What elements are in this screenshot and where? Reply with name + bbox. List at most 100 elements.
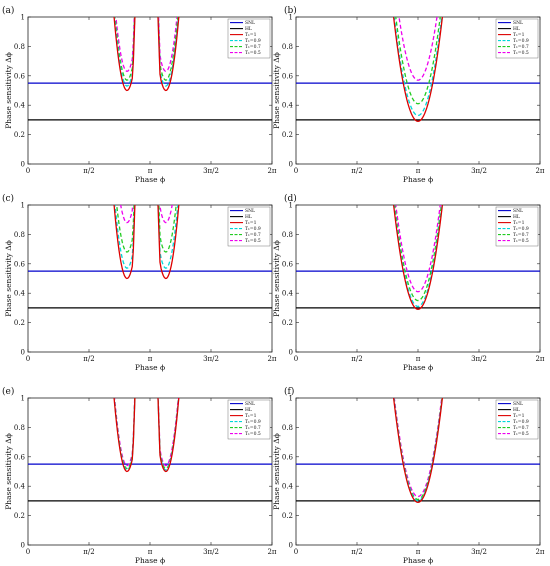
panel-label: (e) — [2, 386, 14, 397]
legend-entry: T₁=1 — [513, 32, 525, 38]
y-tick-label: 0.6 — [14, 260, 26, 268]
y-tick-label: 0.6 — [14, 72, 26, 80]
chart-panel-e: 0 0.2 0.4 0.6 0.8 1 0 π/2 π 3π/2 2π Phase ϕ Phase se… — [2, 386, 277, 565]
y-tick-label: 0.4 — [14, 290, 26, 298]
y-tick-label: 0.6 — [282, 260, 294, 268]
y-axis-label: Phase sensitivity Δϕ — [4, 52, 13, 129]
y-tick-label: 0.8 — [282, 424, 293, 432]
x-tick-label: 2π — [535, 167, 544, 175]
legend-box — [227, 399, 271, 440]
legend-entry: T₁=0.7 — [513, 44, 529, 50]
y-tick-label: 0.2 — [282, 512, 293, 520]
legend-entry: T₁=1 — [245, 220, 257, 226]
panel-label: (f) — [284, 386, 294, 397]
series-line — [395, 205, 441, 293]
legend-entry: SNL — [513, 20, 523, 26]
x-axis-label: Phase ϕ — [403, 556, 433, 565]
y-tick-label: 0.8 — [14, 43, 25, 51]
plot-area — [296, 17, 540, 123]
x-tick-label: 0 — [294, 548, 298, 556]
x-axis-label: Phase ϕ — [403, 175, 433, 184]
legend-entry: T₁=0.5 — [245, 431, 261, 437]
legend-entry: T₁=0.5 — [245, 50, 261, 56]
x-tick-label: 3π/2 — [203, 548, 219, 556]
legend-entry: SNL — [513, 208, 523, 214]
legend-entry: SNL — [513, 401, 523, 407]
x-tick-label: π/2 — [351, 167, 362, 175]
x-tick-label: 0 — [294, 355, 298, 363]
x-tick-label: 2π — [535, 548, 544, 556]
x-axis-label: Phase ϕ — [135, 556, 165, 565]
y-tick-label: 0.2 — [14, 512, 25, 520]
x-axis-label: Phase ϕ — [403, 363, 433, 372]
y-tick-label: 0 — [289, 161, 293, 169]
x-tick-label: π/2 — [351, 355, 362, 363]
legend-entry: T₁=0.5 — [513, 50, 529, 56]
chart-panel-a: 0 0.2 0.4 0.6 0.8 1 0 π/2 π 3π/2 2π Phase ϕ Phase se… — [2, 5, 277, 184]
series-line — [394, 205, 442, 302]
legend-box — [227, 206, 271, 247]
series-line — [392, 205, 444, 311]
x-tick-label: π — [148, 167, 153, 175]
legend-entry: HL — [513, 214, 520, 220]
y-tick-label: 1 — [21, 14, 25, 22]
x-tick-label: 2π — [267, 167, 276, 175]
y-axis-label: Phase sensitivity Δϕ — [272, 240, 281, 317]
y-tick-label: 0.4 — [14, 483, 26, 491]
y-tick-label: 0.6 — [282, 453, 294, 461]
legend-entry: SNL — [245, 401, 255, 407]
legend-entry: T₁=0.9 — [513, 38, 529, 44]
legend-entry: T₁=1 — [513, 413, 525, 419]
legend-entry: T₁=1 — [245, 32, 257, 38]
y-tick-label: 0 — [289, 349, 293, 357]
legend-entry: T₁=0.5 — [513, 431, 529, 437]
legend-entry: HL — [513, 407, 520, 413]
legend-entry: T₁=0.7 — [513, 232, 529, 238]
y-tick-label: 0.4 — [282, 483, 294, 491]
legend-entry: HL — [245, 407, 252, 413]
y-tick-label: 0.2 — [14, 319, 25, 327]
x-tick-label: π — [416, 548, 421, 556]
y-tick-label: 0.6 — [282, 72, 294, 80]
series-line — [392, 17, 444, 123]
series-line — [393, 205, 443, 308]
legend-box — [495, 399, 539, 440]
series-line — [395, 17, 441, 105]
y-tick-label: 0.8 — [282, 231, 293, 239]
legend-entry: HL — [245, 214, 252, 220]
y-axis-label: Phase sensitivity Δϕ — [4, 240, 13, 317]
y-tick-label: 0.4 — [14, 102, 26, 110]
x-tick-label: π — [416, 167, 421, 175]
panel-label: (a) — [2, 5, 14, 16]
y-tick-label: 0.6 — [14, 453, 26, 461]
legend-entry: T₁=0.9 — [513, 419, 529, 425]
chart-panel-c: 0 0.2 0.4 0.6 0.8 1 0 π/2 π 3π/2 2π Phase ϕ Phase se… — [2, 193, 277, 372]
y-tick-label: 0 — [21, 542, 25, 550]
plot-area — [28, 17, 272, 121]
x-tick-label: 3π/2 — [471, 167, 487, 175]
x-tick-label: 3π/2 — [471, 548, 487, 556]
x-tick-label: 2π — [535, 355, 544, 363]
y-axis-label: Phase sensitivity Δϕ — [4, 433, 13, 510]
panel-label: (b) — [284, 5, 297, 16]
y-axis-label: Phase sensitivity Δϕ — [272, 52, 281, 129]
x-axis-label: Phase ϕ — [135, 175, 165, 184]
chart-panel-d: 0 0.2 0.4 0.6 0.8 1 0 π/2 π 3π/2 2π Phase ϕ Phase se… — [272, 193, 545, 372]
chart-panel-f: 0 0.2 0.4 0.6 0.8 1 0 π/2 π 3π/2 2π Phase ϕ Phase se… — [272, 386, 545, 565]
series-line — [393, 398, 443, 502]
legend-entry: HL — [245, 26, 252, 32]
x-tick-label: 0 — [26, 355, 30, 363]
x-tick-label: 3π/2 — [471, 355, 487, 363]
x-tick-label: π — [148, 355, 153, 363]
x-tick-label: π/2 — [83, 355, 94, 363]
x-tick-label: π/2 — [83, 167, 94, 175]
legend-box — [495, 206, 539, 247]
y-tick-label: 1 — [289, 395, 293, 403]
y-axis-label: Phase sensitivity Δϕ — [272, 433, 281, 510]
y-tick-label: 0 — [289, 542, 293, 550]
y-tick-label: 0.4 — [282, 290, 294, 298]
